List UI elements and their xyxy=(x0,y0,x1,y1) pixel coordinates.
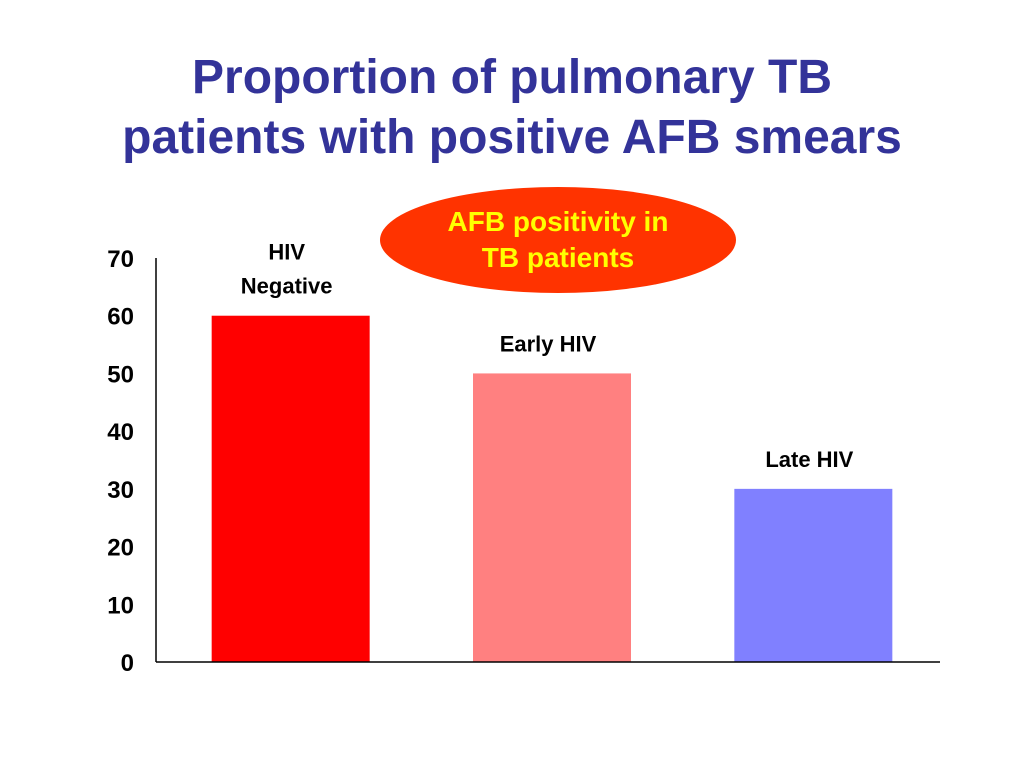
y-tick-label-7: 70 xyxy=(107,246,134,273)
y-tick-label-1: 10 xyxy=(107,592,134,619)
bar-label-1-0: Early HIV xyxy=(500,331,597,356)
y-tick-label-3: 30 xyxy=(107,477,134,504)
bar-label-0-1: Negative xyxy=(241,274,333,299)
title-line-1: Proportion of pulmonary TB xyxy=(192,51,832,104)
callout-line-2: TB patients xyxy=(481,242,635,273)
bar-labels: HIV Negative Early HIV Late HIV xyxy=(241,240,854,472)
title-line-2: patients with positive AFB smears xyxy=(122,111,902,164)
y-tick-label-6: 60 xyxy=(107,304,134,331)
bar-label-2-0: Late HIV xyxy=(765,447,853,472)
bar-2 xyxy=(734,488,893,662)
y-tick-labels: 0 10 20 30 40 50 60 70 xyxy=(107,246,134,677)
bar-label-0-0: HIV xyxy=(268,240,305,265)
y-tick-label-0: 0 xyxy=(121,650,134,677)
bar-1 xyxy=(473,373,631,662)
chart-title: Proportion of pulmonary TB patients with… xyxy=(0,48,1024,168)
axes-group xyxy=(155,258,940,663)
bar-0 xyxy=(211,315,370,662)
y-tick-label-2: 20 xyxy=(107,535,134,562)
callout-line-1: AFB positivity in xyxy=(447,206,669,237)
afb-callout-ellipse: AFB positivity in TB patients xyxy=(380,187,736,293)
bars-group xyxy=(211,315,893,662)
y-tick-label-4: 40 xyxy=(107,419,134,446)
y-tick-label-5: 50 xyxy=(107,361,134,388)
